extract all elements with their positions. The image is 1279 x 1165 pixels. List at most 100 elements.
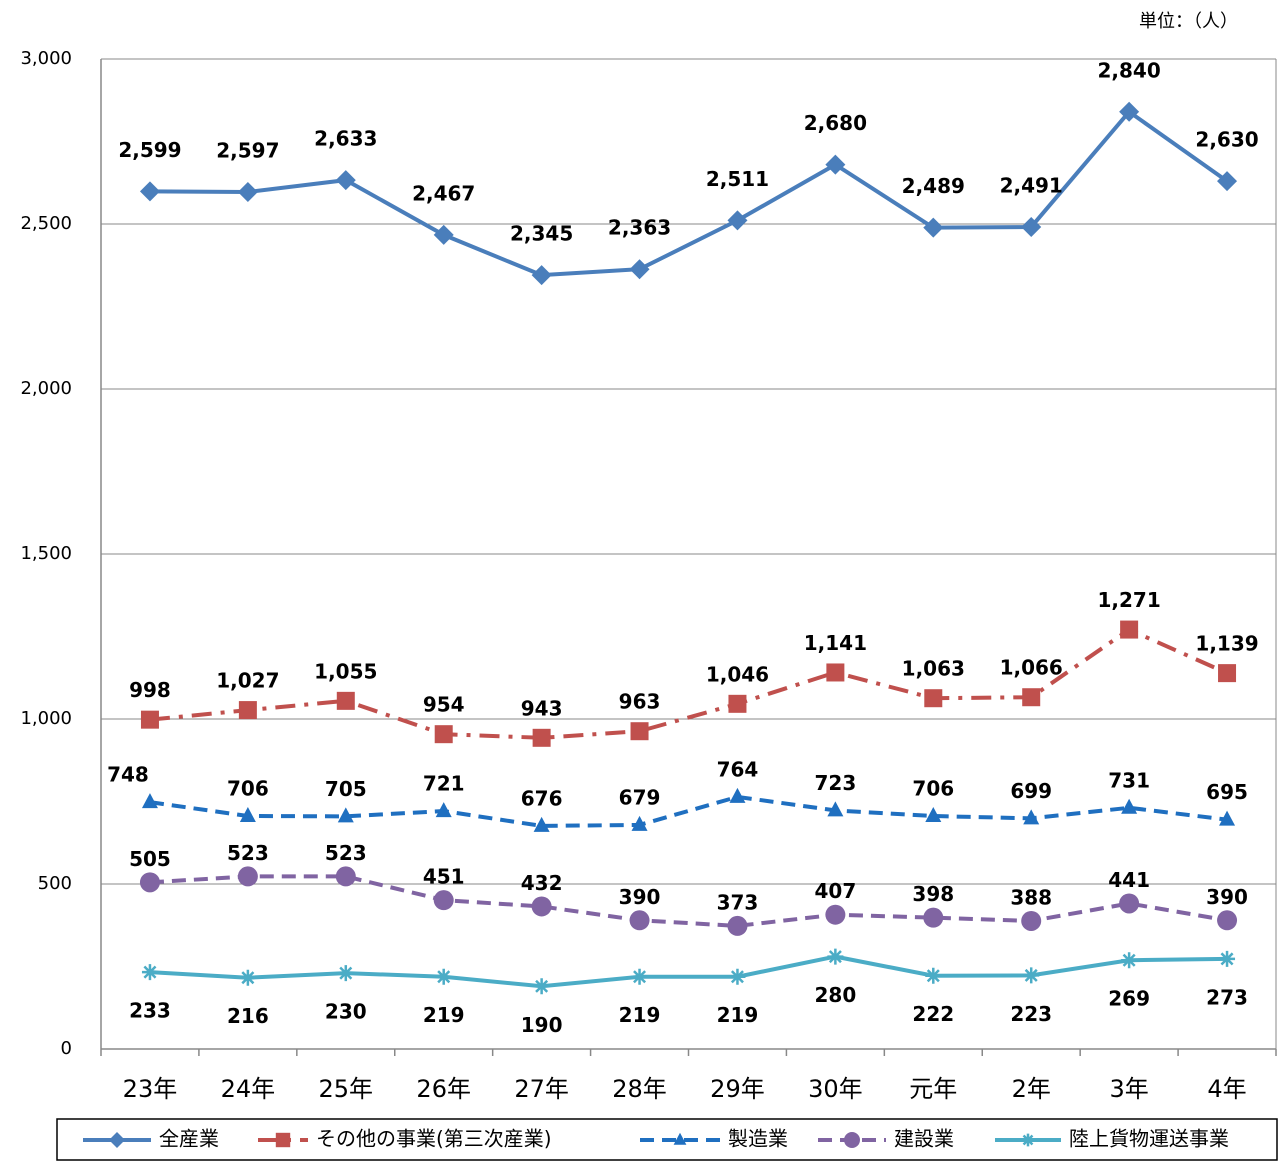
legend-label: 建設業 bbox=[894, 1127, 954, 1151]
marker bbox=[728, 694, 747, 713]
data-label: 2,599 bbox=[118, 138, 181, 162]
data-label: 1,063 bbox=[902, 657, 965, 681]
series-line bbox=[149, 954, 1228, 989]
marker bbox=[925, 967, 942, 984]
series: 2,599 2,597 2,633 2,467 2,345 2,363 2,511 2,680… bbox=[118, 58, 1259, 286]
data-label: 723 bbox=[815, 771, 857, 795]
data-label: 2,363 bbox=[608, 216, 671, 240]
series: 748 706 705 721 676 679 764 723 706 699 731 695 bbox=[107, 757, 1248, 832]
data-label: 390 bbox=[619, 885, 661, 909]
x-tick-label: 4年 bbox=[1207, 1075, 1246, 1103]
marker bbox=[1119, 893, 1140, 914]
marker bbox=[1121, 798, 1138, 814]
data-label: 1,139 bbox=[1195, 632, 1258, 656]
x-tick-label: 元年 bbox=[909, 1075, 957, 1103]
series: 233 216 230 219 190 219 219 280 222 223 269 273 bbox=[129, 948, 1248, 1037]
data-label: 1,141 bbox=[804, 631, 867, 655]
data-label: 190 bbox=[521, 1013, 563, 1037]
data-label: 706 bbox=[912, 777, 954, 801]
marker bbox=[1119, 101, 1140, 122]
data-label: 706 bbox=[227, 777, 269, 801]
marker bbox=[533, 978, 550, 995]
marker bbox=[335, 866, 356, 887]
data-label: 273 bbox=[1206, 985, 1248, 1009]
marker bbox=[531, 265, 552, 286]
data-label: 2,489 bbox=[902, 174, 965, 198]
marker bbox=[727, 210, 748, 231]
data-label: 269 bbox=[1108, 987, 1150, 1011]
marker bbox=[140, 710, 159, 729]
legend-label: 陸上貨物運送事業 bbox=[1069, 1127, 1229, 1151]
data-label: 676 bbox=[521, 786, 563, 810]
series-line bbox=[149, 627, 1228, 740]
data-label: 280 bbox=[815, 983, 857, 1007]
marker bbox=[923, 907, 944, 928]
marker bbox=[533, 816, 550, 832]
marker bbox=[275, 1132, 291, 1148]
y-tick-label: 500 bbox=[38, 873, 72, 894]
marker bbox=[337, 965, 354, 982]
data-label: 699 bbox=[1010, 779, 1052, 803]
marker bbox=[434, 725, 453, 744]
data-label: 705 bbox=[325, 777, 367, 801]
marker bbox=[532, 728, 551, 747]
marker bbox=[433, 224, 454, 245]
data-label: 2,840 bbox=[1097, 58, 1160, 82]
legend-item: 製造業 bbox=[640, 1127, 788, 1151]
data-label: 388 bbox=[1010, 885, 1052, 909]
marker bbox=[141, 964, 158, 981]
data-label: 963 bbox=[619, 690, 661, 714]
marker bbox=[727, 915, 748, 936]
series-line bbox=[149, 794, 1228, 828]
data-label: 721 bbox=[423, 772, 465, 796]
marker bbox=[336, 691, 355, 710]
x-tick-label: 26年 bbox=[416, 1075, 471, 1103]
marker bbox=[1217, 910, 1238, 931]
marker bbox=[630, 722, 649, 741]
data-label: 2,345 bbox=[510, 222, 573, 246]
marker bbox=[924, 689, 943, 708]
marker bbox=[1021, 1133, 1035, 1147]
marker bbox=[337, 807, 354, 823]
x-tick-label: 25年 bbox=[319, 1075, 374, 1103]
x-tick-label: 3年 bbox=[1109, 1075, 1148, 1103]
marker bbox=[925, 807, 942, 823]
data-label: 505 bbox=[129, 847, 171, 871]
marker bbox=[1022, 688, 1041, 707]
marker bbox=[629, 259, 650, 280]
marker bbox=[139, 181, 160, 202]
marker bbox=[629, 910, 650, 931]
marker bbox=[631, 968, 648, 985]
data-label: 1,027 bbox=[216, 669, 279, 693]
marker bbox=[1217, 171, 1238, 192]
marker bbox=[1219, 950, 1236, 967]
data-label: 998 bbox=[129, 678, 171, 702]
data-label: 373 bbox=[717, 890, 759, 914]
marker bbox=[238, 701, 257, 720]
data-label: 2,597 bbox=[216, 138, 279, 162]
marker bbox=[139, 872, 160, 893]
data-label: 1,066 bbox=[1000, 656, 1063, 680]
data-label: 390 bbox=[1206, 885, 1248, 909]
data-label: 2,491 bbox=[1000, 173, 1063, 197]
data-label: 451 bbox=[423, 865, 465, 889]
data-label: 441 bbox=[1108, 868, 1150, 892]
x-tick-label: 27年 bbox=[514, 1075, 569, 1103]
y-tick-label: 2,000 bbox=[20, 378, 72, 399]
legend-item: その他の事業(第三次産業) bbox=[258, 1127, 552, 1151]
data-label: 223 bbox=[1010, 1002, 1052, 1026]
data-label: 219 bbox=[717, 1003, 759, 1027]
legend-box bbox=[56, 1118, 1278, 1161]
data-label: 2,680 bbox=[804, 111, 867, 135]
marker bbox=[1121, 952, 1138, 969]
marker bbox=[1021, 216, 1042, 237]
legend-item: 建設業 bbox=[818, 1127, 954, 1151]
data-label: 219 bbox=[423, 1003, 465, 1027]
data-label: 222 bbox=[912, 1002, 954, 1026]
series-line bbox=[149, 109, 1229, 278]
data-label: 954 bbox=[423, 693, 465, 717]
data-label: 679 bbox=[619, 785, 661, 809]
x-tick-label: 29年 bbox=[710, 1075, 765, 1103]
data-label: 748 bbox=[107, 763, 149, 787]
